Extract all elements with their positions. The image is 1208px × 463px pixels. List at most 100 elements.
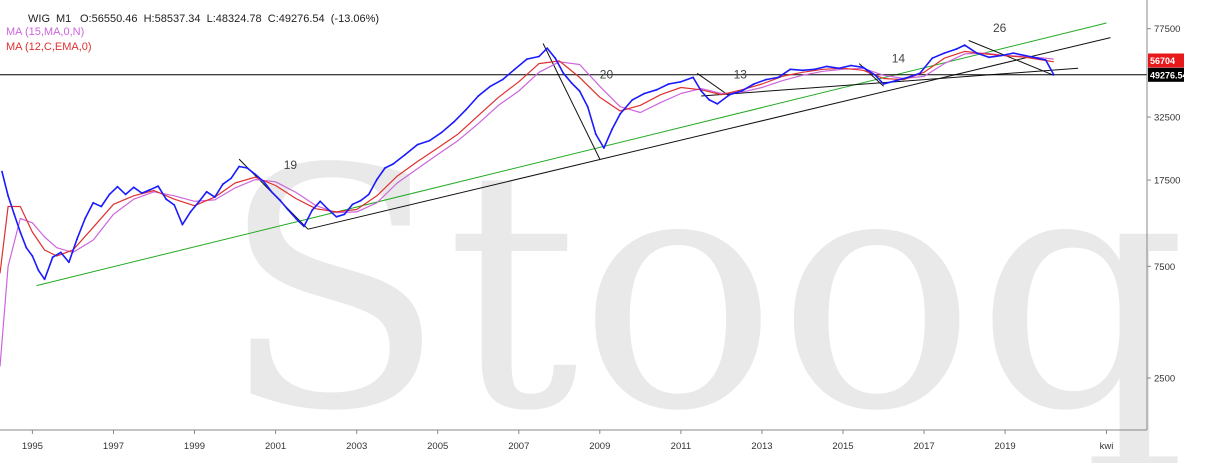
watermark-text: Stooq <box>220 99 1187 463</box>
data-point-wig <box>578 90 581 92</box>
y-tick-label: 77500 <box>1154 24 1180 35</box>
data-point-wig <box>838 67 840 70</box>
data-point-wig <box>141 192 143 195</box>
data-point-wig <box>197 201 200 204</box>
data-point-wig <box>31 255 34 257</box>
data-point-wig <box>963 44 966 46</box>
x-tick-label: 1995 <box>22 441 43 452</box>
data-point-wig <box>643 92 646 95</box>
data-point-wig <box>603 147 605 149</box>
data-point-wig <box>850 64 852 67</box>
data-point-wig <box>586 105 589 108</box>
data-point-wig <box>359 199 362 202</box>
data-point-wig <box>801 69 804 72</box>
data-point-wig <box>157 185 160 188</box>
series-lines <box>0 44 1055 367</box>
data-point-wig <box>19 231 22 234</box>
data-point-wig <box>631 99 634 101</box>
data-point-wig <box>213 196 216 199</box>
x-tick-label: 2015 <box>832 441 853 452</box>
data-point-wig <box>554 57 557 60</box>
data-point-wig <box>765 78 767 81</box>
data-point-wig <box>286 208 289 211</box>
series-line-ma-12-c-ema-0 <box>0 50 1054 274</box>
data-point-wig <box>343 213 346 216</box>
annotation-label: 13 <box>734 68 748 82</box>
data-point-wig <box>189 211 192 213</box>
data-point-wig <box>100 205 103 208</box>
data-point-wig <box>124 193 127 196</box>
trend-line-6 <box>696 72 730 97</box>
data-point-wig <box>303 225 305 228</box>
data-point-wig <box>205 190 208 193</box>
x-tick-label: 2019 <box>995 441 1016 452</box>
data-point-wig <box>278 199 281 201</box>
data-point-wig <box>416 143 419 146</box>
data-point-wig <box>327 208 330 211</box>
annotation-label: 19 <box>284 158 298 172</box>
x-tick-label: 1997 <box>103 441 124 452</box>
price-tags: 56704 49276.54 <box>1148 53 1188 82</box>
y-tick-label: 17500 <box>1154 176 1180 187</box>
data-point-wig <box>570 82 573 84</box>
data-point-wig <box>611 128 613 131</box>
data-point-wig <box>7 194 9 197</box>
data-point-wig <box>440 131 443 134</box>
data-point-wig <box>919 72 921 75</box>
data-point-wig <box>222 183 224 186</box>
data-point-wig <box>1 170 3 173</box>
x-tick-label: 2007 <box>508 441 529 452</box>
data-point-wig <box>76 238 78 241</box>
data-point-wig <box>37 269 40 272</box>
y-tick-label: 2500 <box>1154 374 1175 385</box>
data-point-wig <box>181 223 184 226</box>
data-point-wig <box>988 56 990 59</box>
data-point-wig <box>376 178 378 181</box>
data-point-wig <box>538 55 540 58</box>
data-point-wig <box>955 48 958 50</box>
annotation-label: 26 <box>993 21 1007 35</box>
data-point-wig <box>149 188 151 191</box>
x-tick-label: 2003 <box>346 441 367 452</box>
price-tag-label: 56704 <box>1150 56 1175 66</box>
data-point-wig <box>51 256 54 259</box>
data-point-wig <box>680 80 682 83</box>
data-point-wig <box>246 167 249 169</box>
annotation-label: 14 <box>892 52 906 66</box>
data-point-wig <box>270 190 273 193</box>
x-axis-ticks: 1995 1997 1999 2001 2003 2005 2007 2009 2011 2013… <box>22 430 1113 452</box>
data-point-wig <box>262 180 265 183</box>
data-point-wig <box>1012 52 1015 54</box>
data-point-wig <box>1000 54 1002 57</box>
price-tag-box <box>1148 67 1184 82</box>
data-point-wig <box>513 68 516 71</box>
data-point-wig <box>700 90 703 92</box>
data-point-wig <box>546 47 549 50</box>
y-tick-label: 32500 <box>1154 113 1180 124</box>
x-tick-label: 2009 <box>589 441 610 452</box>
x-tick-label: 1999 <box>184 441 205 452</box>
data-point-wig <box>335 215 338 218</box>
data-point-wig <box>728 93 731 96</box>
data-point-wig <box>295 217 297 220</box>
chart-ohlc: O:56550.46 H:58537.34 L:48324.78 C:49276… <box>80 13 379 25</box>
data-point-wig <box>594 133 597 136</box>
trend-line-5 <box>542 43 601 160</box>
price-tag-box <box>1148 53 1184 68</box>
y-tick-label: 7500 <box>1154 262 1175 273</box>
trend-line-8 <box>968 40 1054 76</box>
data-point-wig <box>1044 59 1047 61</box>
data-point-wig <box>392 163 394 165</box>
chart-symbol: WIG <box>28 13 50 25</box>
data-point-wig <box>1052 73 1055 76</box>
data-point-wig <box>351 203 354 206</box>
data-point-wig <box>716 103 719 105</box>
data-point-wig <box>319 200 322 203</box>
data-point-wig <box>562 72 565 75</box>
trend-line-1 <box>36 22 1107 287</box>
data-point-wig <box>25 246 28 249</box>
x-tick-label: 2005 <box>427 441 448 452</box>
x-tick-label: 2011 <box>671 441 691 452</box>
data-point-wig <box>165 198 168 201</box>
data-point-wig <box>975 52 978 54</box>
